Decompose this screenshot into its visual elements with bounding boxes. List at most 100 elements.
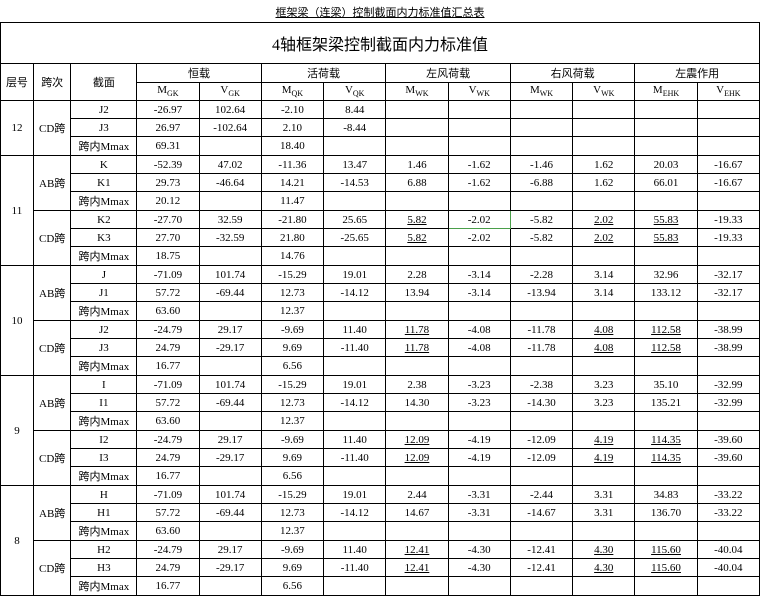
value-cell: -11.78 — [510, 321, 572, 339]
value-cell: 63.60 — [137, 522, 199, 541]
value-cell: 9.69 — [261, 559, 323, 577]
value-cell — [324, 302, 386, 321]
section-cell: K2 — [71, 211, 137, 229]
value-cell: 12.73 — [261, 504, 323, 522]
value-cell — [199, 192, 261, 211]
header-group: 恒载 — [137, 64, 262, 83]
value-cell: -1.46 — [510, 156, 572, 174]
value-cell: -32.17 — [697, 284, 759, 302]
value-cell — [573, 522, 635, 541]
section-cell: H1 — [71, 504, 137, 522]
value-cell: -12.41 — [510, 541, 572, 559]
value-cell: 24.79 — [137, 559, 199, 577]
section-cell: I1 — [71, 394, 137, 412]
value-cell: 6.88 — [386, 174, 448, 192]
main-title: 4轴框架梁控制截面内力标准值 — [0, 22, 760, 63]
value-cell: -32.17 — [697, 266, 759, 284]
value-cell: 4.19 — [573, 449, 635, 467]
value-cell: 6.56 — [261, 357, 323, 376]
value-cell: -4.19 — [448, 431, 510, 449]
value-cell: 12.37 — [261, 522, 323, 541]
value-cell: 13.47 — [324, 156, 386, 174]
value-cell: 12.09 — [386, 449, 448, 467]
value-cell — [199, 522, 261, 541]
value-cell — [386, 412, 448, 431]
table-body: 12CD跨J2-26.97102.64-2.108.44J326.97-102.… — [1, 101, 760, 596]
value-cell — [697, 101, 759, 119]
span-cell: AB跨 — [33, 266, 71, 321]
value-cell: -29.17 — [199, 559, 261, 577]
value-cell: 55.83 — [635, 229, 697, 247]
value-cell: -39.60 — [697, 449, 759, 467]
header-level: 层号 — [1, 64, 34, 101]
value-cell — [697, 247, 759, 266]
table-row: CD跨J2-24.7929.17-9.6911.4011.78-4.08-11.… — [1, 321, 760, 339]
value-cell: -4.30 — [448, 541, 510, 559]
value-cell: 16.77 — [137, 577, 199, 596]
value-cell — [573, 302, 635, 321]
table-row: J157.72-69.4412.73-14.1213.94-3.14-13.94… — [1, 284, 760, 302]
value-cell: 4.30 — [573, 541, 635, 559]
page-title: 框架梁（连梁）控制截面内力标准值汇总表 — [0, 0, 760, 22]
table-row: J324.79-29.179.69-11.4011.78-4.08-11.784… — [1, 339, 760, 357]
value-cell: 13.94 — [386, 284, 448, 302]
value-cell: 66.01 — [635, 174, 697, 192]
value-cell: 35.10 — [635, 376, 697, 394]
span-cell: CD跨 — [33, 541, 71, 596]
value-cell: -11.40 — [324, 339, 386, 357]
table-row: 跨内Mmax69.3118.40 — [1, 137, 760, 156]
value-cell: -11.40 — [324, 559, 386, 577]
value-cell: 4.19 — [573, 431, 635, 449]
value-cell: -14.53 — [324, 174, 386, 192]
value-cell: -71.09 — [137, 266, 199, 284]
section-cell: J3 — [71, 339, 137, 357]
value-cell — [199, 577, 261, 596]
value-cell — [386, 101, 448, 119]
value-cell: -32.99 — [697, 376, 759, 394]
span-cell: AB跨 — [33, 156, 71, 211]
value-cell: 102.64 — [199, 101, 261, 119]
header-span: 跨次 — [33, 64, 71, 101]
value-cell: 20.12 — [137, 192, 199, 211]
table-row: H324.79-29.179.69-11.4012.41-4.30-12.414… — [1, 559, 760, 577]
value-cell: 11.40 — [324, 321, 386, 339]
value-cell — [635, 192, 697, 211]
table-row: 跨内Mmax18.7514.76 — [1, 247, 760, 266]
value-cell: -12.41 — [510, 559, 572, 577]
value-cell: 133.12 — [635, 284, 697, 302]
value-cell: 57.72 — [137, 504, 199, 522]
value-cell: -14.12 — [324, 394, 386, 412]
force-table: 层号 跨次 截面 恒载 活荷载 左风荷载 右风荷载 左震作用 MGKVGKMQK… — [0, 63, 760, 596]
value-cell: -69.44 — [199, 504, 261, 522]
table-row: I157.72-69.4412.73-14.1214.30-3.23-14.30… — [1, 394, 760, 412]
table-row: 跨内Mmax16.776.56 — [1, 467, 760, 486]
section-cell: J — [71, 266, 137, 284]
section-cell: 跨内Mmax — [71, 137, 137, 156]
value-cell — [386, 192, 448, 211]
value-cell: 11.40 — [324, 541, 386, 559]
value-cell: 32.96 — [635, 266, 697, 284]
value-cell: 112.58 — [635, 321, 697, 339]
value-cell: -71.09 — [137, 486, 199, 504]
value-cell — [635, 137, 697, 156]
value-cell: 4.08 — [573, 339, 635, 357]
value-cell: -9.69 — [261, 541, 323, 559]
table-row: 12CD跨J2-26.97102.64-2.108.44 — [1, 101, 760, 119]
value-cell: 12.37 — [261, 412, 323, 431]
span-cell: CD跨 — [33, 431, 71, 486]
value-cell — [510, 357, 572, 376]
value-cell: -4.08 — [448, 339, 510, 357]
value-cell — [510, 192, 572, 211]
table-row: I324.79-29.179.69-11.4012.09-4.19-12.094… — [1, 449, 760, 467]
value-cell: 69.31 — [137, 137, 199, 156]
header-group: 左震作用 — [635, 64, 760, 83]
value-cell: 3.23 — [573, 394, 635, 412]
value-cell: -69.44 — [199, 394, 261, 412]
value-cell — [573, 192, 635, 211]
value-cell: -14.30 — [510, 394, 572, 412]
level-cell: 10 — [1, 266, 34, 376]
value-cell: 3.31 — [573, 486, 635, 504]
value-cell: 34.83 — [635, 486, 697, 504]
value-cell: -29.17 — [199, 339, 261, 357]
section-cell: 跨内Mmax — [71, 302, 137, 321]
